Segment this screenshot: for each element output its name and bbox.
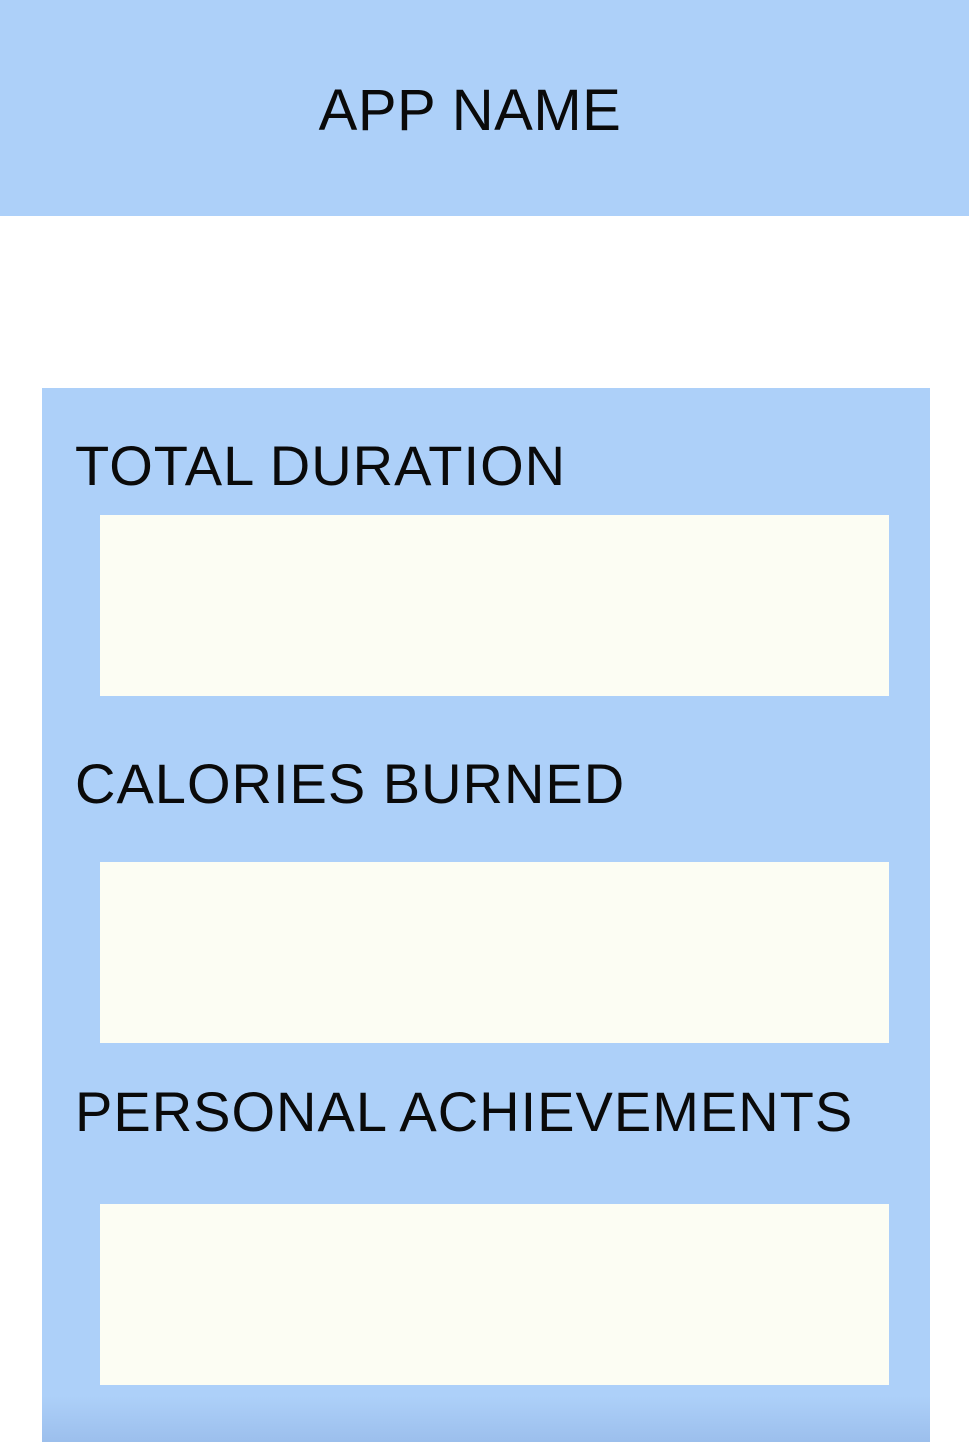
calories-burned-field bbox=[100, 862, 889, 1043]
personal-achievements-field bbox=[100, 1204, 889, 1385]
total-duration-field bbox=[100, 515, 889, 696]
app-header: APP NAME bbox=[0, 0, 969, 216]
app-title: APP NAME bbox=[0, 78, 940, 144]
calories-burned-label: CALORIES BURNED bbox=[75, 752, 625, 816]
personal-achievements-label: PERSONAL ACHIEVEMENTS bbox=[75, 1080, 853, 1144]
total-duration-label: TOTAL DURATION bbox=[75, 434, 566, 498]
workout-stats-panel: TOTAL DURATION CALORIES BURNED PERSONAL … bbox=[42, 388, 930, 1442]
